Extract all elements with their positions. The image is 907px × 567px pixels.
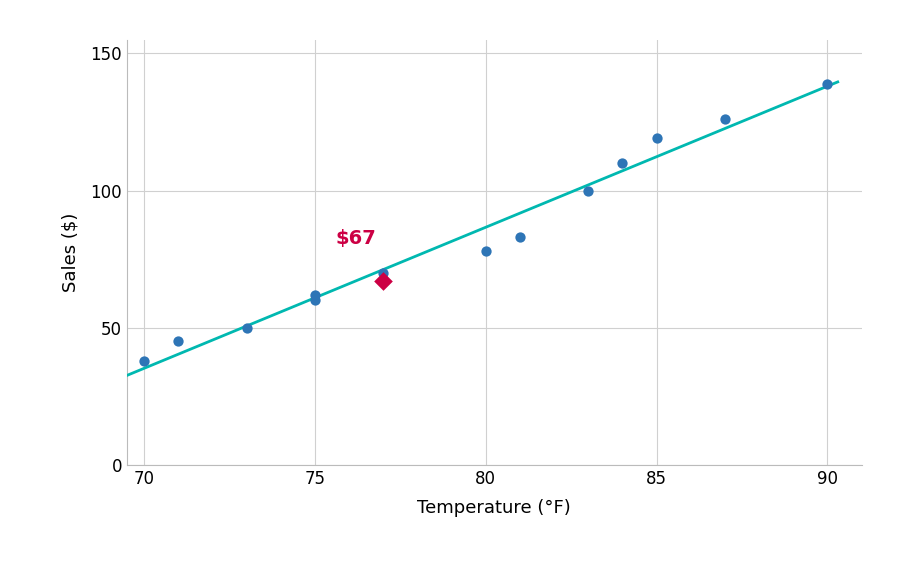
Point xyxy=(615,159,629,168)
Text: $67: $67 xyxy=(336,229,376,248)
Point xyxy=(649,134,664,143)
Point xyxy=(137,356,151,365)
X-axis label: Temperature (°F): Temperature (°F) xyxy=(417,499,571,517)
Point xyxy=(717,115,732,124)
Point xyxy=(479,247,493,256)
Point xyxy=(239,323,254,332)
Point xyxy=(820,79,834,88)
Point xyxy=(307,290,322,299)
Point xyxy=(581,186,596,195)
Point xyxy=(171,337,186,346)
Y-axis label: Sales ($): Sales ($) xyxy=(62,213,80,292)
Point xyxy=(512,232,527,242)
Point xyxy=(376,268,391,277)
Point xyxy=(376,277,391,286)
Point xyxy=(307,296,322,305)
